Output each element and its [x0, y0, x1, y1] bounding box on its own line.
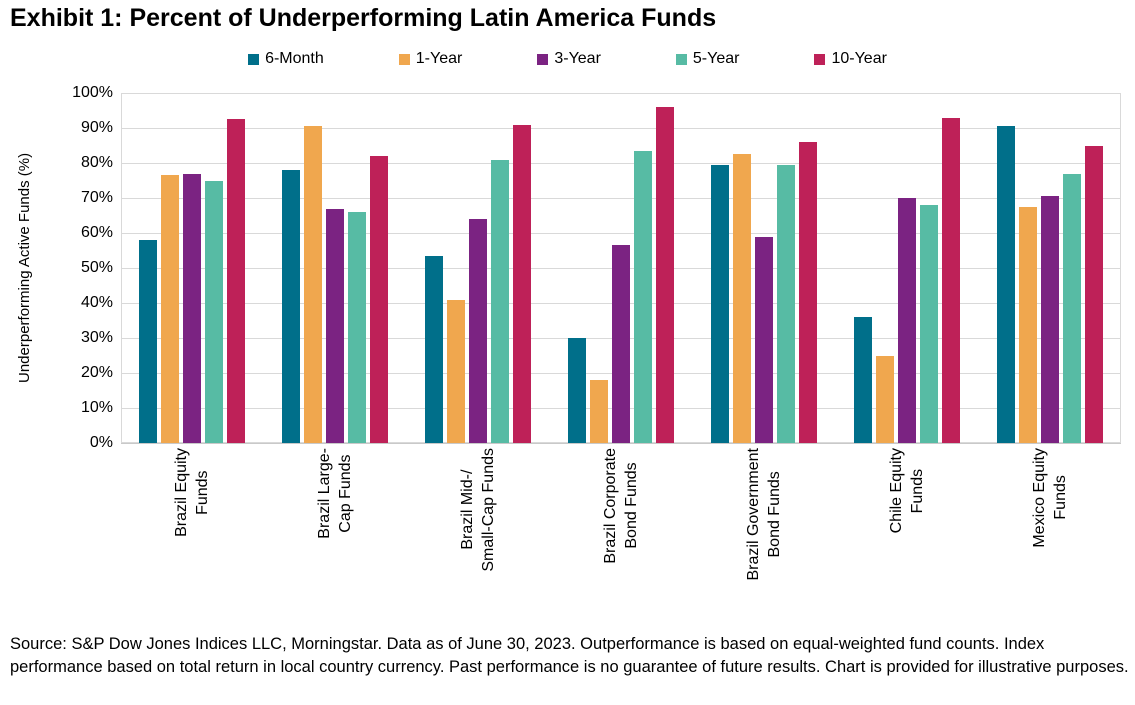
bar-3-year-chile-equity-funds	[897, 198, 916, 443]
x-axis-category-label-mexico-equity-funds: Mexico Equity Funds	[1029, 448, 1071, 548]
gridline-0	[121, 443, 1121, 444]
x-label-line: Brazil Corporate	[602, 448, 620, 564]
legend-item-5-year: 5-Year	[675, 50, 740, 68]
x-axis-category-label-brazil-equity-funds: Brazil Equity Funds	[171, 448, 213, 537]
y-tick-label-60: 60%	[80, 224, 113, 241]
x-label-slot-mexico-equity-funds: Mexico Equity Funds	[978, 448, 1121, 638]
x-label-slot-chile-equity-funds: Chile Equity Funds	[835, 448, 978, 638]
bar-1-year-mexico-equity-funds	[1018, 206, 1037, 443]
legend: 6-Month 1-Year 3-Year 5-Year 10-Year	[0, 50, 1135, 68]
x-axis-category-label-brazil-large-cap-funds: Brazil Large- Cap Funds	[314, 448, 356, 539]
x-label-line: Bond Funds	[623, 462, 641, 549]
legend-swatch-3-year	[537, 53, 549, 65]
bar-3-year-brazil-equity-funds	[183, 173, 202, 443]
y-tick-label-30: 30%	[80, 329, 113, 346]
chart-title: Exhibit 1: Percent of Underperforming La…	[10, 4, 717, 32]
legend-item-10-year: 10-Year	[814, 50, 887, 68]
legend-swatch-10-year	[814, 53, 826, 65]
bar-6-month-brazil-large-cap-funds	[282, 170, 301, 443]
y-tick-label-20: 20%	[80, 364, 113, 381]
bar-5-year-brazil-equity-funds	[205, 180, 224, 443]
legend-swatch-6-month	[248, 53, 260, 65]
legend-swatch-5-year	[675, 53, 687, 65]
bar-5-year-brazil-mid-small-cap-funds	[491, 159, 510, 443]
bar-5-year-brazil-corporate-bond-funds	[634, 150, 652, 444]
x-label-line: Funds	[194, 470, 212, 515]
x-label-slot-brazil-corporate-bond-funds: Brazil Corporate Bond Funds	[550, 448, 693, 638]
legend-item-1-year: 1-Year	[398, 50, 463, 68]
x-axis-category-label-brazil-government-bond-funds: Brazil Government Bond Funds	[743, 448, 785, 581]
bar-3-year-brazil-large-cap-funds	[326, 208, 345, 443]
x-axis-category-label-brazil-mid-small-cap-funds: Brazil Mid-/Small-Cap Funds	[457, 448, 499, 572]
bar-5-year-chile-equity-funds	[919, 205, 938, 443]
y-tick-label-80: 80%	[80, 154, 113, 171]
y-axis-title: Underperforming Active Funds (%)	[16, 152, 33, 384]
bar-1-year-brazil-mid-small-cap-funds	[447, 299, 466, 443]
x-label-slot-brazil-large-cap-funds: Brazil Large- Cap Funds	[264, 448, 407, 638]
x-label-line: Brazil Government	[744, 448, 762, 581]
bar-1-year-chile-equity-funds	[875, 355, 894, 443]
bar-10-year-mexico-equity-funds	[1084, 145, 1103, 443]
bar-6-month-brazil-equity-funds	[139, 240, 158, 443]
bar-10-year-brazil-mid-small-cap-funds	[513, 124, 532, 443]
gridline-80	[121, 163, 1121, 164]
x-label-line: Brazil Large-	[316, 448, 334, 539]
legend-label-3-year: 3-Year	[554, 50, 601, 67]
gridline-70	[121, 198, 1121, 199]
y-tick-label-0: 0%	[89, 434, 113, 451]
x-label-line: Bond Funds	[765, 471, 783, 558]
y-tick-label-10: 10%	[80, 399, 113, 416]
legend-label-1-year: 1-Year	[415, 50, 463, 67]
y-tick-label-90: 90%	[80, 119, 113, 136]
gridline-60	[121, 233, 1121, 234]
bar-10-year-brazil-large-cap-funds	[370, 156, 389, 443]
y-tick-label-50: 50%	[80, 259, 113, 276]
bar-5-year-mexico-equity-funds	[1062, 173, 1081, 443]
x-label-line: Mexico Equity	[1030, 448, 1048, 548]
bar-10-year-chile-equity-funds	[941, 117, 960, 443]
x-label-slot-brazil-government-bond-funds: Brazil Government Bond Funds	[692, 448, 835, 638]
bar-5-year-brazil-government-bond-funds	[776, 164, 795, 444]
source-note: Source: S&P Dow Jones Indices LLC, Morni…	[10, 635, 1129, 676]
legend-item-6-month: 6-Month	[248, 50, 324, 68]
x-axis-category-label-brazil-corporate-bond-funds: Brazil Corporate Bond Funds	[600, 448, 642, 564]
bar-6-month-brazil-government-bond-funds	[710, 164, 729, 444]
bar-10-year-brazil-equity-funds	[227, 119, 246, 444]
bar-3-year-brazil-mid-small-cap-funds	[469, 219, 488, 443]
y-tick-label-40: 40%	[80, 294, 113, 311]
bar-10-year-brazil-corporate-bond-funds	[656, 107, 674, 443]
legend-label-10-year: 10-Year	[831, 50, 887, 67]
x-label-line: Chile Equity	[887, 448, 905, 534]
x-label-slot-brazil-mid-small-cap-funds: Brazil Mid-/Small-Cap Funds	[407, 448, 550, 638]
bar-10-year-brazil-government-bond-funds	[798, 142, 817, 443]
x-axis-category-label-chile-equity-funds: Chile Equity Funds	[886, 448, 928, 533]
bar-5-year-brazil-large-cap-funds	[348, 212, 367, 443]
bar-6-month-chile-equity-funds	[853, 317, 872, 443]
x-label-slot-brazil-equity-funds: Brazil Equity Funds	[121, 448, 264, 638]
bar-6-month-mexico-equity-funds	[996, 126, 1015, 444]
legend-label-6-month: 6-Month	[265, 50, 324, 67]
bar-3-year-brazil-government-bond-funds	[754, 236, 773, 443]
bar-1-year-brazil-government-bond-funds	[732, 154, 751, 444]
y-tick-label-70: 70%	[80, 189, 113, 206]
x-label-line: Cap Funds	[337, 454, 355, 533]
legend-item-3-year: 3-Year	[537, 50, 601, 68]
bar-1-year-brazil-large-cap-funds	[304, 126, 323, 444]
x-label-line: Brazil Equity	[173, 448, 191, 537]
bar-6-month-brazil-corporate-bond-funds	[568, 338, 586, 443]
legend-label-5-year: 5-Year	[692, 50, 740, 67]
legend-swatch-1-year	[398, 53, 410, 65]
bar-6-month-brazil-mid-small-cap-funds	[425, 255, 444, 444]
bar-3-year-mexico-equity-funds	[1040, 196, 1059, 444]
x-label-line: Small-Cap Funds	[480, 448, 498, 572]
y-tick-label-100: 100%	[72, 84, 113, 101]
gridline-90	[121, 128, 1121, 129]
x-label-line: Brazil Mid-/	[459, 469, 477, 550]
bar-1-year-brazil-equity-funds	[161, 175, 180, 444]
x-label-line: Funds	[908, 468, 926, 513]
x-label-line: Funds	[1051, 475, 1069, 521]
bar-3-year-brazil-corporate-bond-funds	[612, 245, 630, 443]
bar-1-year-brazil-corporate-bond-funds	[590, 380, 608, 443]
